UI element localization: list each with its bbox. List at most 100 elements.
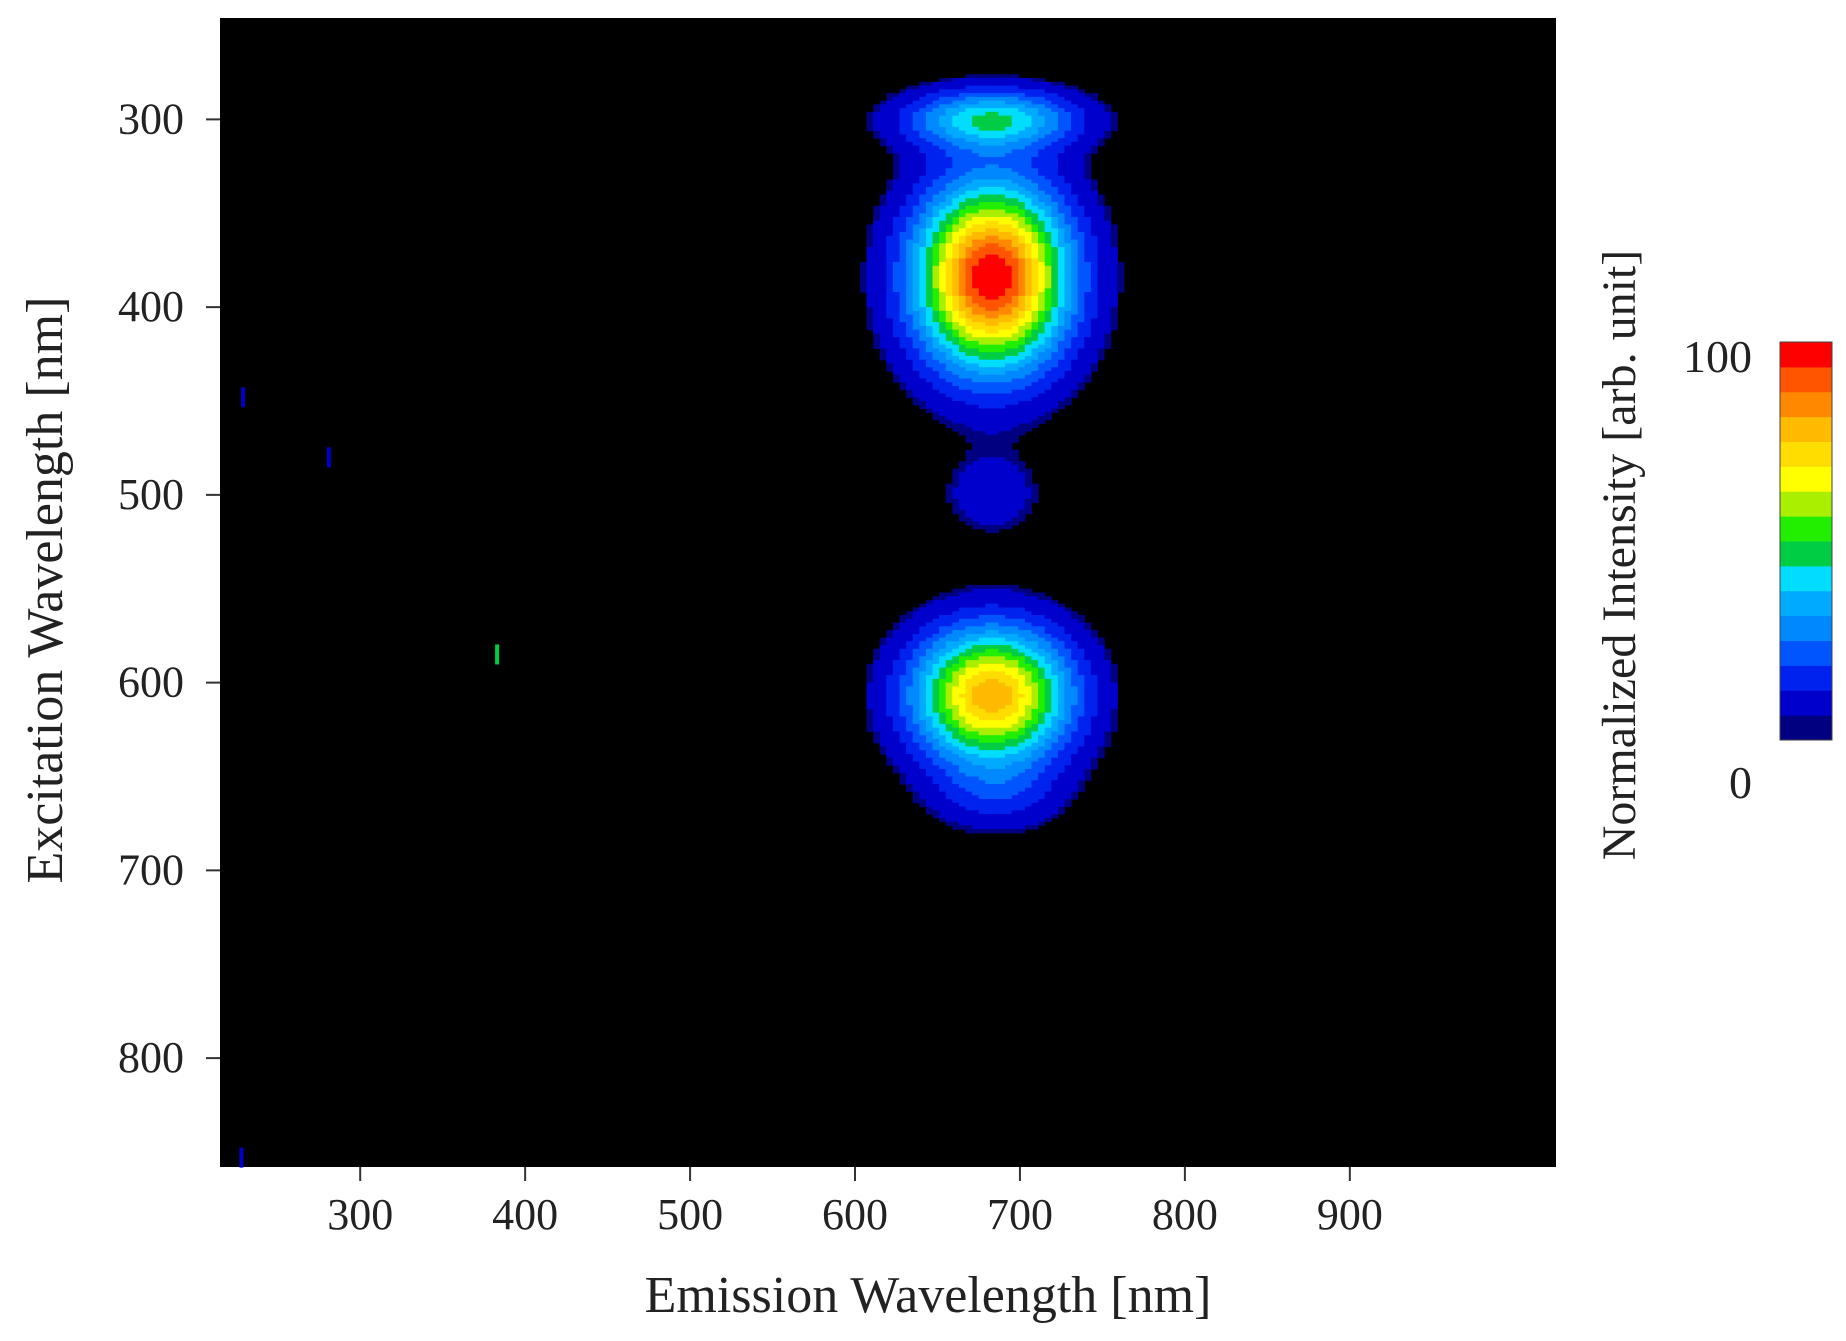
heatmap-cell [1064,765,1092,770]
heatmap-cell [873,720,894,725]
heatmap-cell [998,295,1013,301]
heatmap-cell [945,660,960,665]
heatmap-cell [1038,224,1046,229]
heatmap-cell [1024,472,1033,477]
heatmap-cell [939,419,953,425]
heatmap-cell [1024,652,1039,657]
heatmap-cell [1038,186,1059,192]
heatmap-cell [906,201,920,207]
heatmap-cell [932,258,940,263]
heatmap-cell [1090,284,1099,289]
heatmap-cell [978,355,1006,361]
heatmap-cell [939,810,980,815]
heatmap-cell [1031,224,1039,229]
heatmap-cell [1057,205,1072,211]
heatmap-cell [985,111,1000,117]
heatmap-cell [932,247,940,252]
heatmap-cell [912,735,927,740]
heatmap-cell [1064,145,1092,151]
heatmap-cell [919,134,940,139]
heatmap-cell [952,712,960,718]
heatmap-cell [1057,622,1085,627]
heatmap-cell [879,209,901,214]
heatmap-cell [932,671,940,676]
heatmap-cell [939,340,953,346]
heatmap-cell [1018,367,1039,372]
heatmap-cell [939,374,960,380]
heatmap-cell [952,750,967,755]
heatmap-cell [932,310,940,316]
heatmap-cell [1011,217,1026,222]
heatmap-cell [939,209,953,214]
heatmap-cell [1084,292,1099,297]
heatmap-cell [1038,596,1052,601]
heatmap-cell [1064,663,1079,669]
heatmap-cell [899,295,907,301]
heatmap-cell [1077,727,1092,733]
heatmap-cell [1110,325,1118,331]
heatmap-cell [1064,645,1079,650]
heatmap-cell [1031,761,1052,766]
heatmap-cell [932,757,947,763]
heatmap-cell [932,708,940,714]
heatmap-cell [965,648,986,654]
heatmap-cell [1018,344,1026,350]
heatmap-cell [919,213,934,218]
heatmap-cell [945,491,953,496]
heatmap-cell [919,299,927,304]
heatmap-cell [1051,761,1072,766]
heatmap-cell [1090,757,1099,763]
heatmap-cell [899,235,914,241]
heatmap-cell [952,494,1033,500]
heatmap-cell [958,682,967,687]
heatmap-cell [939,243,947,248]
heatmap-cell [873,731,881,736]
heatmap-cell [939,708,953,714]
heatmap-cell [952,78,1033,83]
heatmap-cell [1071,277,1079,282]
heatmap-cell [1031,288,1039,293]
heatmap-cell [866,318,874,323]
heatmap-cell [1057,171,1085,177]
heatmap-cell [873,314,887,319]
heatmap-cell [1071,757,1092,763]
heatmap-cell [1038,205,1052,211]
heatmap-cell [1090,217,1105,222]
heatmap-cell [1064,701,1079,706]
heatmap-cell [1071,247,1079,252]
heatmap-cell [912,318,920,323]
heatmap-cell [998,431,1026,436]
heatmap-cell [1024,329,1033,335]
heatmap-cell [906,288,914,293]
heatmap-cell [985,648,1000,654]
heatmap-cell [965,250,973,256]
heatmap-cell [1005,303,1019,308]
heatmap-cell [1011,280,1019,286]
heatmap-cell [919,333,927,338]
heatmap-cell [1090,671,1112,676]
heatmap-cell [873,656,881,661]
heatmap-cell [1084,742,1105,748]
heatmap-cell [919,663,927,669]
heatmap-cell [1024,720,1039,725]
heatmap-cell [866,310,874,316]
heatmap-cell [1018,686,1033,691]
heatmap-cell [1044,817,1052,823]
heatmap-cell [1077,333,1092,338]
heatmap-cell [958,607,1026,612]
heatmap-cell [945,487,953,492]
heatmap-cell [1064,299,1072,304]
heatmap-cell [1057,247,1066,252]
heatmap-cell [925,322,940,327]
heatmap-cell [1064,630,1092,635]
heatmap-cell [1031,630,1046,635]
heatmap-cell [886,149,894,154]
heatmap-cell [932,130,947,135]
heatmap-cell [899,656,914,661]
heatmap-cell [939,690,947,695]
heatmap-cell [906,247,914,252]
heatmap-cell [945,213,960,218]
heatmap-cell [1011,697,1019,702]
heatmap-cell [972,446,1013,451]
heatmap-cell [978,348,1006,353]
